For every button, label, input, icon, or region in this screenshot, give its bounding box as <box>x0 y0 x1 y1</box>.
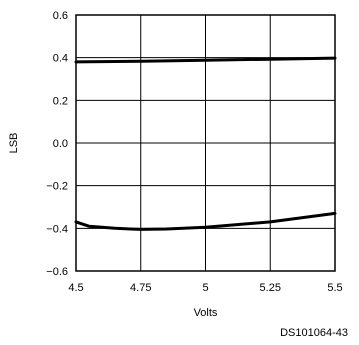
x-tick-label-1: 4.75 <box>130 282 151 294</box>
x-tick-label-3: 5.25 <box>260 282 281 294</box>
x-tick-label-4: 5.5 <box>327 282 342 294</box>
y-tick-label-2: 0.2 <box>53 95 68 107</box>
series-group <box>74 56 337 231</box>
x-tick-label-2: 5 <box>202 282 208 294</box>
y-tick-label-5: −0.4 <box>46 223 68 235</box>
x-tick-labels: 4.5 4.75 5 5.25 5.5 <box>68 282 342 294</box>
y-tick-label-6: −0.6 <box>46 266 68 278</box>
y-tick-label-3: 0.0 <box>53 138 68 150</box>
grid-lines <box>75 14 336 272</box>
y-tick-label-1: 0.4 <box>53 53 68 65</box>
series-line-0 <box>74 56 337 64</box>
plot-frame <box>75 14 336 272</box>
figure-id: DS101064-43 <box>280 327 348 339</box>
y-tick-labels: 0.6 0.4 0.2 0.0 −0.2 −0.4 −0.6 <box>46 10 68 278</box>
y-axis-label: LSB <box>8 133 20 154</box>
x-tick-label-0: 4.5 <box>68 282 83 294</box>
y-tick-label-4: −0.2 <box>46 181 68 193</box>
y-tick-label-0: 0.6 <box>53 10 68 22</box>
series-line-1 <box>74 211 337 231</box>
x-axis-label: Volts <box>194 307 218 319</box>
